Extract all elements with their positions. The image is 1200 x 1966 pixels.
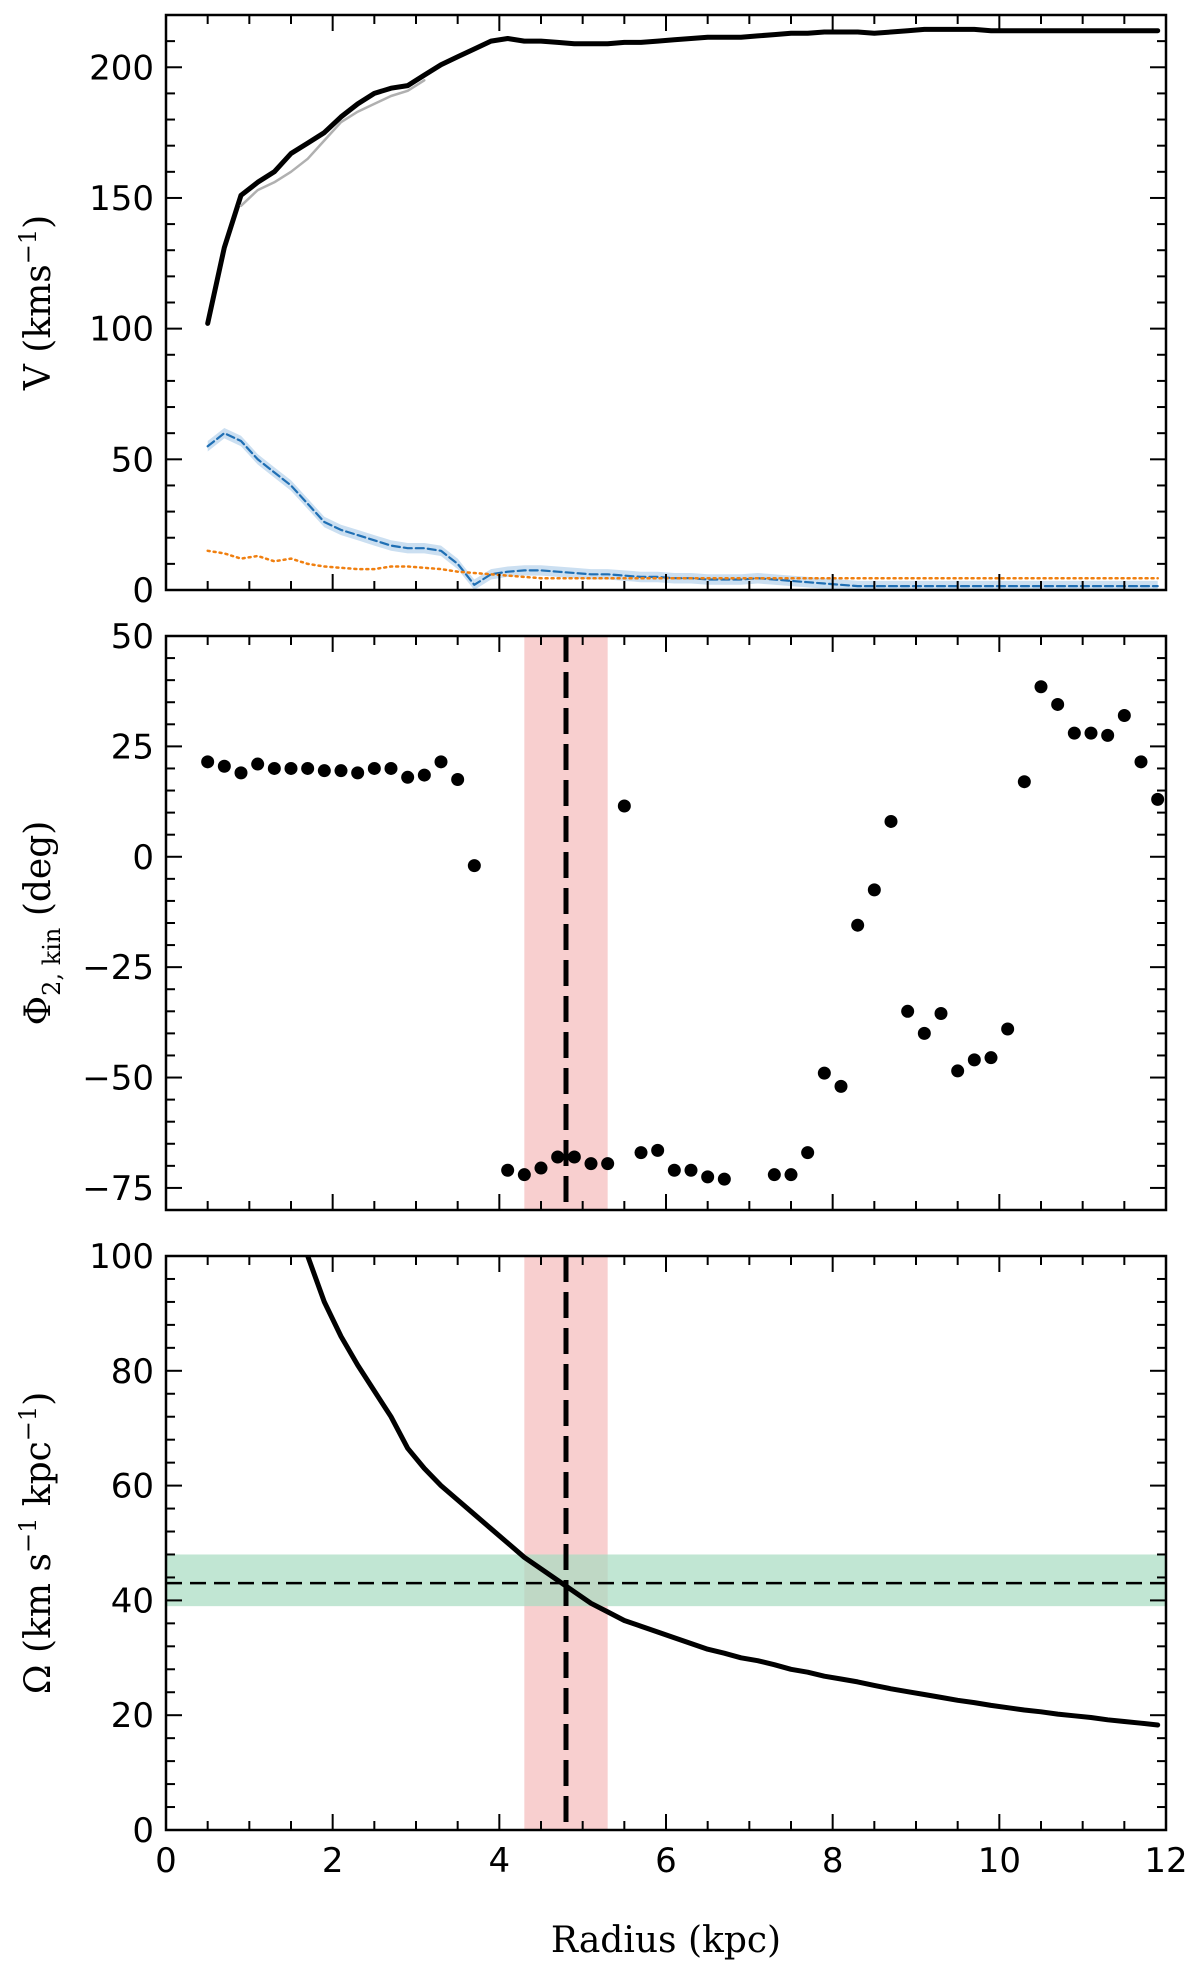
y-tick-label: 200 [89,48,154,88]
data-point [917,1026,931,1040]
y-tick-label: 0 [132,1811,154,1851]
data-point [201,755,215,769]
y-tick-label: 25 [111,727,154,767]
data-point [1134,755,1148,769]
data-point [251,757,265,771]
plot-area [205,26,1161,590]
data-point [601,1157,615,1171]
data-point [867,883,881,897]
data-point [884,814,898,828]
blue-dashed-line [206,432,1159,588]
y-tick-label: 0 [132,571,154,611]
data-point [401,770,415,784]
data-point [784,1168,798,1182]
data-point [317,764,331,778]
data-point [551,1150,565,1164]
x-tick-label: 6 [655,1841,677,1881]
data-point [634,1146,648,1160]
plot-area [201,636,1165,1210]
data-point [1101,728,1115,742]
y-axis-label: V (kms−1) [14,215,59,391]
angular-speed-curve [305,1256,1161,1728]
data-point [617,799,631,813]
data-point [667,1163,681,1177]
data-point [434,755,448,769]
data-point [1001,1022,1015,1036]
x-tick-label: 4 [489,1841,511,1881]
data-point [684,1163,698,1177]
x-axis-label: Radius (kpc) [551,1920,781,1961]
y-tick-label: 60 [111,1467,154,1507]
x-tick-label: 12 [1144,1841,1187,1881]
y-tick-label: 100 [89,1237,154,1277]
data-point [1017,775,1031,789]
y-tick-label: 0 [132,838,154,878]
data-point [417,768,431,782]
data-point [717,1172,731,1186]
data-point [301,761,315,775]
data-point [1117,708,1131,722]
data-point [651,1143,665,1157]
data-point [1051,697,1065,711]
x-tick-label: 8 [822,1841,844,1881]
data-point [1034,680,1048,694]
data-point [384,761,398,775]
axes-frame [164,13,1168,592]
x-tick-label: 2 [322,1841,344,1881]
gray-model-line [239,79,426,208]
y-tick-label: 80 [111,1352,154,1392]
data-point [984,1051,998,1065]
data-point [701,1170,715,1184]
data-point [851,918,865,932]
pattern-speed-band [166,1554,1166,1607]
data-point [834,1079,848,1093]
data-point [567,1150,581,1164]
data-point [534,1161,548,1175]
data-point [234,766,248,780]
data-point [584,1157,598,1171]
velocity-panel: 0 50 100 150 200 V (kms−1) [14,13,1168,611]
y-tick-label: 50 [111,440,154,480]
data-point [451,773,465,786]
data-point [467,859,481,873]
data-point [1151,792,1165,806]
data-point [351,766,365,780]
data-point [334,764,348,778]
data-point [901,1004,915,1018]
data-point [367,761,381,775]
data-point [267,761,281,775]
axes-frame [164,1254,1168,1832]
data-point [517,1168,531,1182]
blue-uncertainty-band [207,428,1158,590]
data-point [767,1168,781,1182]
data-point [817,1066,831,1080]
y-tick-label: −50 [82,1059,154,1099]
y-tick-label: 40 [111,1581,154,1621]
y-tick-label: −25 [82,948,154,988]
pattern-speed-panel: 0 20 40 60 80 100 0 2 4 6 8 10 12 Ω (km s−1 kpc−1) [14,1237,1188,1881]
data-point [217,759,231,773]
y-tick-label: 50 [111,617,154,657]
plot-area [166,1256,1166,1830]
data-point [801,1146,815,1160]
y-tick-label: 100 [89,310,154,350]
data-point [951,1064,965,1078]
rotation-curve-line [205,26,1161,326]
x-tick-label: 10 [978,1841,1021,1881]
data-point [1084,726,1098,740]
y-tick-label: 150 [89,179,154,219]
axes-frame [164,634,1168,1212]
y-tick-label: 20 [111,1696,154,1736]
phase-angle-panel: −75 −50 −25 0 25 50 Φ2, kin (deg) [18,617,1168,1212]
data-point [284,761,298,775]
data-point [1067,726,1081,740]
data-point [934,1007,948,1021]
y-axis-label: Φ2, kin (deg) [18,821,66,1026]
y-tick-label: −75 [82,1169,154,1209]
data-point [967,1053,981,1067]
x-tick-label: 0 [155,1841,177,1881]
y-axis-label: Ω (km s−1 kpc−1) [14,1392,59,1695]
data-point [501,1163,515,1177]
